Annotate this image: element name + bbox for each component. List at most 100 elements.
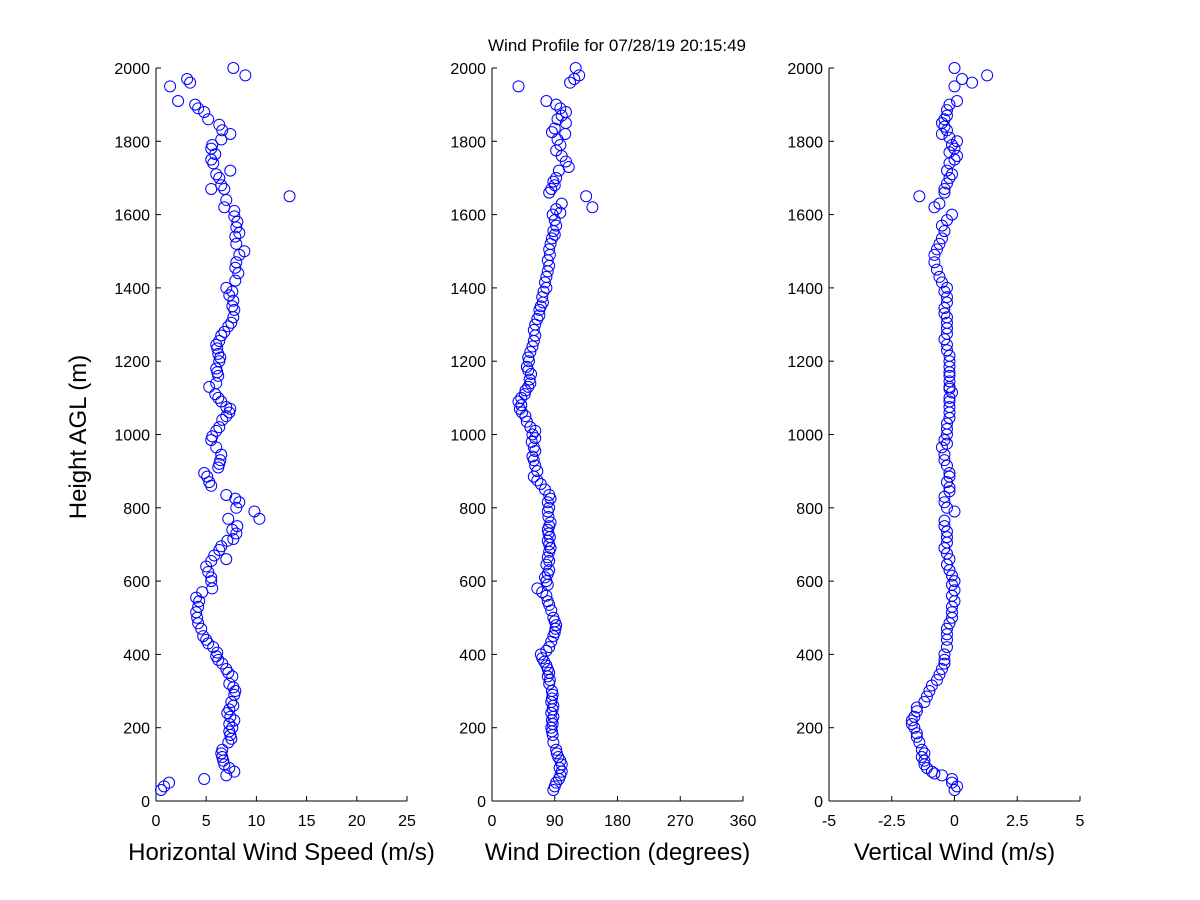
data-point — [210, 168, 223, 181]
data-point — [943, 617, 956, 630]
data-point — [554, 102, 567, 115]
data-point — [940, 311, 953, 324]
data-point — [943, 395, 956, 408]
data-point — [940, 459, 953, 472]
data-point — [913, 190, 926, 203]
data-point — [197, 630, 210, 643]
data-point — [945, 606, 958, 619]
data-point — [239, 69, 252, 82]
data-point — [531, 582, 544, 595]
x-tick-label: 15 — [298, 813, 316, 830]
y-tick-label: 1800 — [787, 134, 823, 151]
data-point — [938, 225, 951, 238]
y-tick-label: 200 — [459, 721, 486, 738]
data-point — [981, 69, 994, 82]
data-point — [172, 94, 185, 107]
data-point — [908, 710, 921, 723]
data-point — [938, 520, 951, 533]
figure-title: Wind Profile for 07/28/19 20:15:49 — [488, 36, 746, 55]
data-point — [930, 263, 943, 276]
x-tick-label: 0 — [152, 813, 161, 830]
data-point — [218, 201, 231, 214]
data-point — [523, 373, 536, 386]
data-point — [938, 542, 951, 555]
data-point — [550, 743, 563, 756]
data-point — [940, 437, 953, 450]
data-point — [184, 76, 197, 89]
data-point — [526, 428, 539, 441]
data-point — [554, 138, 567, 151]
data-point — [206, 138, 219, 151]
data-point — [515, 391, 528, 404]
data-point — [573, 69, 586, 82]
data-point — [951, 135, 964, 148]
data-point — [215, 395, 228, 408]
data-point — [541, 551, 554, 564]
data-point — [527, 324, 540, 337]
y-tick-label: 2000 — [114, 61, 150, 78]
data-point — [230, 237, 243, 250]
data-point — [938, 307, 951, 320]
data-point — [940, 628, 953, 641]
data-point — [550, 171, 563, 184]
data-point — [943, 171, 956, 184]
data-point — [943, 355, 956, 368]
data-point — [228, 210, 241, 223]
shared-y-axis-label: Height AGL (m) — [65, 355, 92, 520]
data-point — [940, 177, 953, 190]
data-point — [938, 657, 951, 670]
data-point — [213, 118, 226, 131]
data-point — [920, 762, 933, 775]
data-point — [938, 285, 951, 298]
y-tick-label: 1200 — [114, 354, 150, 371]
data-point — [938, 120, 951, 133]
data-point — [943, 466, 956, 479]
data-point — [226, 285, 239, 298]
data-point — [202, 113, 215, 126]
data-point — [226, 670, 239, 683]
data-point — [943, 485, 956, 498]
data-point — [910, 727, 923, 740]
data-point — [543, 564, 556, 577]
x-tick-label: 270 — [667, 813, 694, 830]
data-point — [945, 569, 958, 582]
data-point — [223, 289, 236, 302]
y-tick-label: 200 — [123, 721, 150, 738]
data-point — [940, 296, 953, 309]
data-point — [933, 237, 946, 250]
data-point — [229, 274, 242, 287]
data-point — [215, 329, 228, 342]
data-point — [205, 554, 218, 567]
data-point — [192, 102, 205, 115]
data-point — [526, 450, 539, 463]
data-point — [227, 532, 240, 545]
data-point — [933, 668, 946, 681]
data-points — [512, 62, 599, 797]
data-point — [216, 413, 229, 426]
y-tick-label: 1200 — [450, 354, 486, 371]
data-point — [525, 368, 538, 381]
y-tick-label: 600 — [459, 574, 486, 591]
data-points — [905, 62, 994, 797]
data-point — [542, 510, 555, 523]
data-point — [930, 674, 943, 687]
data-point — [224, 127, 237, 140]
data-point — [214, 454, 227, 467]
data-point — [230, 527, 243, 540]
data-point — [956, 72, 969, 85]
data-point — [940, 344, 953, 357]
data-point — [541, 595, 554, 608]
data-point — [543, 243, 556, 256]
x-axis-label: Horizontal Wind Speed (m/s) — [128, 839, 435, 866]
data-point — [524, 346, 537, 359]
data-point — [918, 747, 931, 760]
data-point — [229, 230, 242, 243]
data-point — [935, 663, 948, 676]
data-point — [940, 476, 953, 489]
x-tick-label: 2.5 — [1006, 813, 1028, 830]
data-point — [225, 316, 238, 329]
data-point — [155, 784, 168, 797]
data-point — [550, 776, 563, 789]
data-point — [520, 415, 533, 428]
